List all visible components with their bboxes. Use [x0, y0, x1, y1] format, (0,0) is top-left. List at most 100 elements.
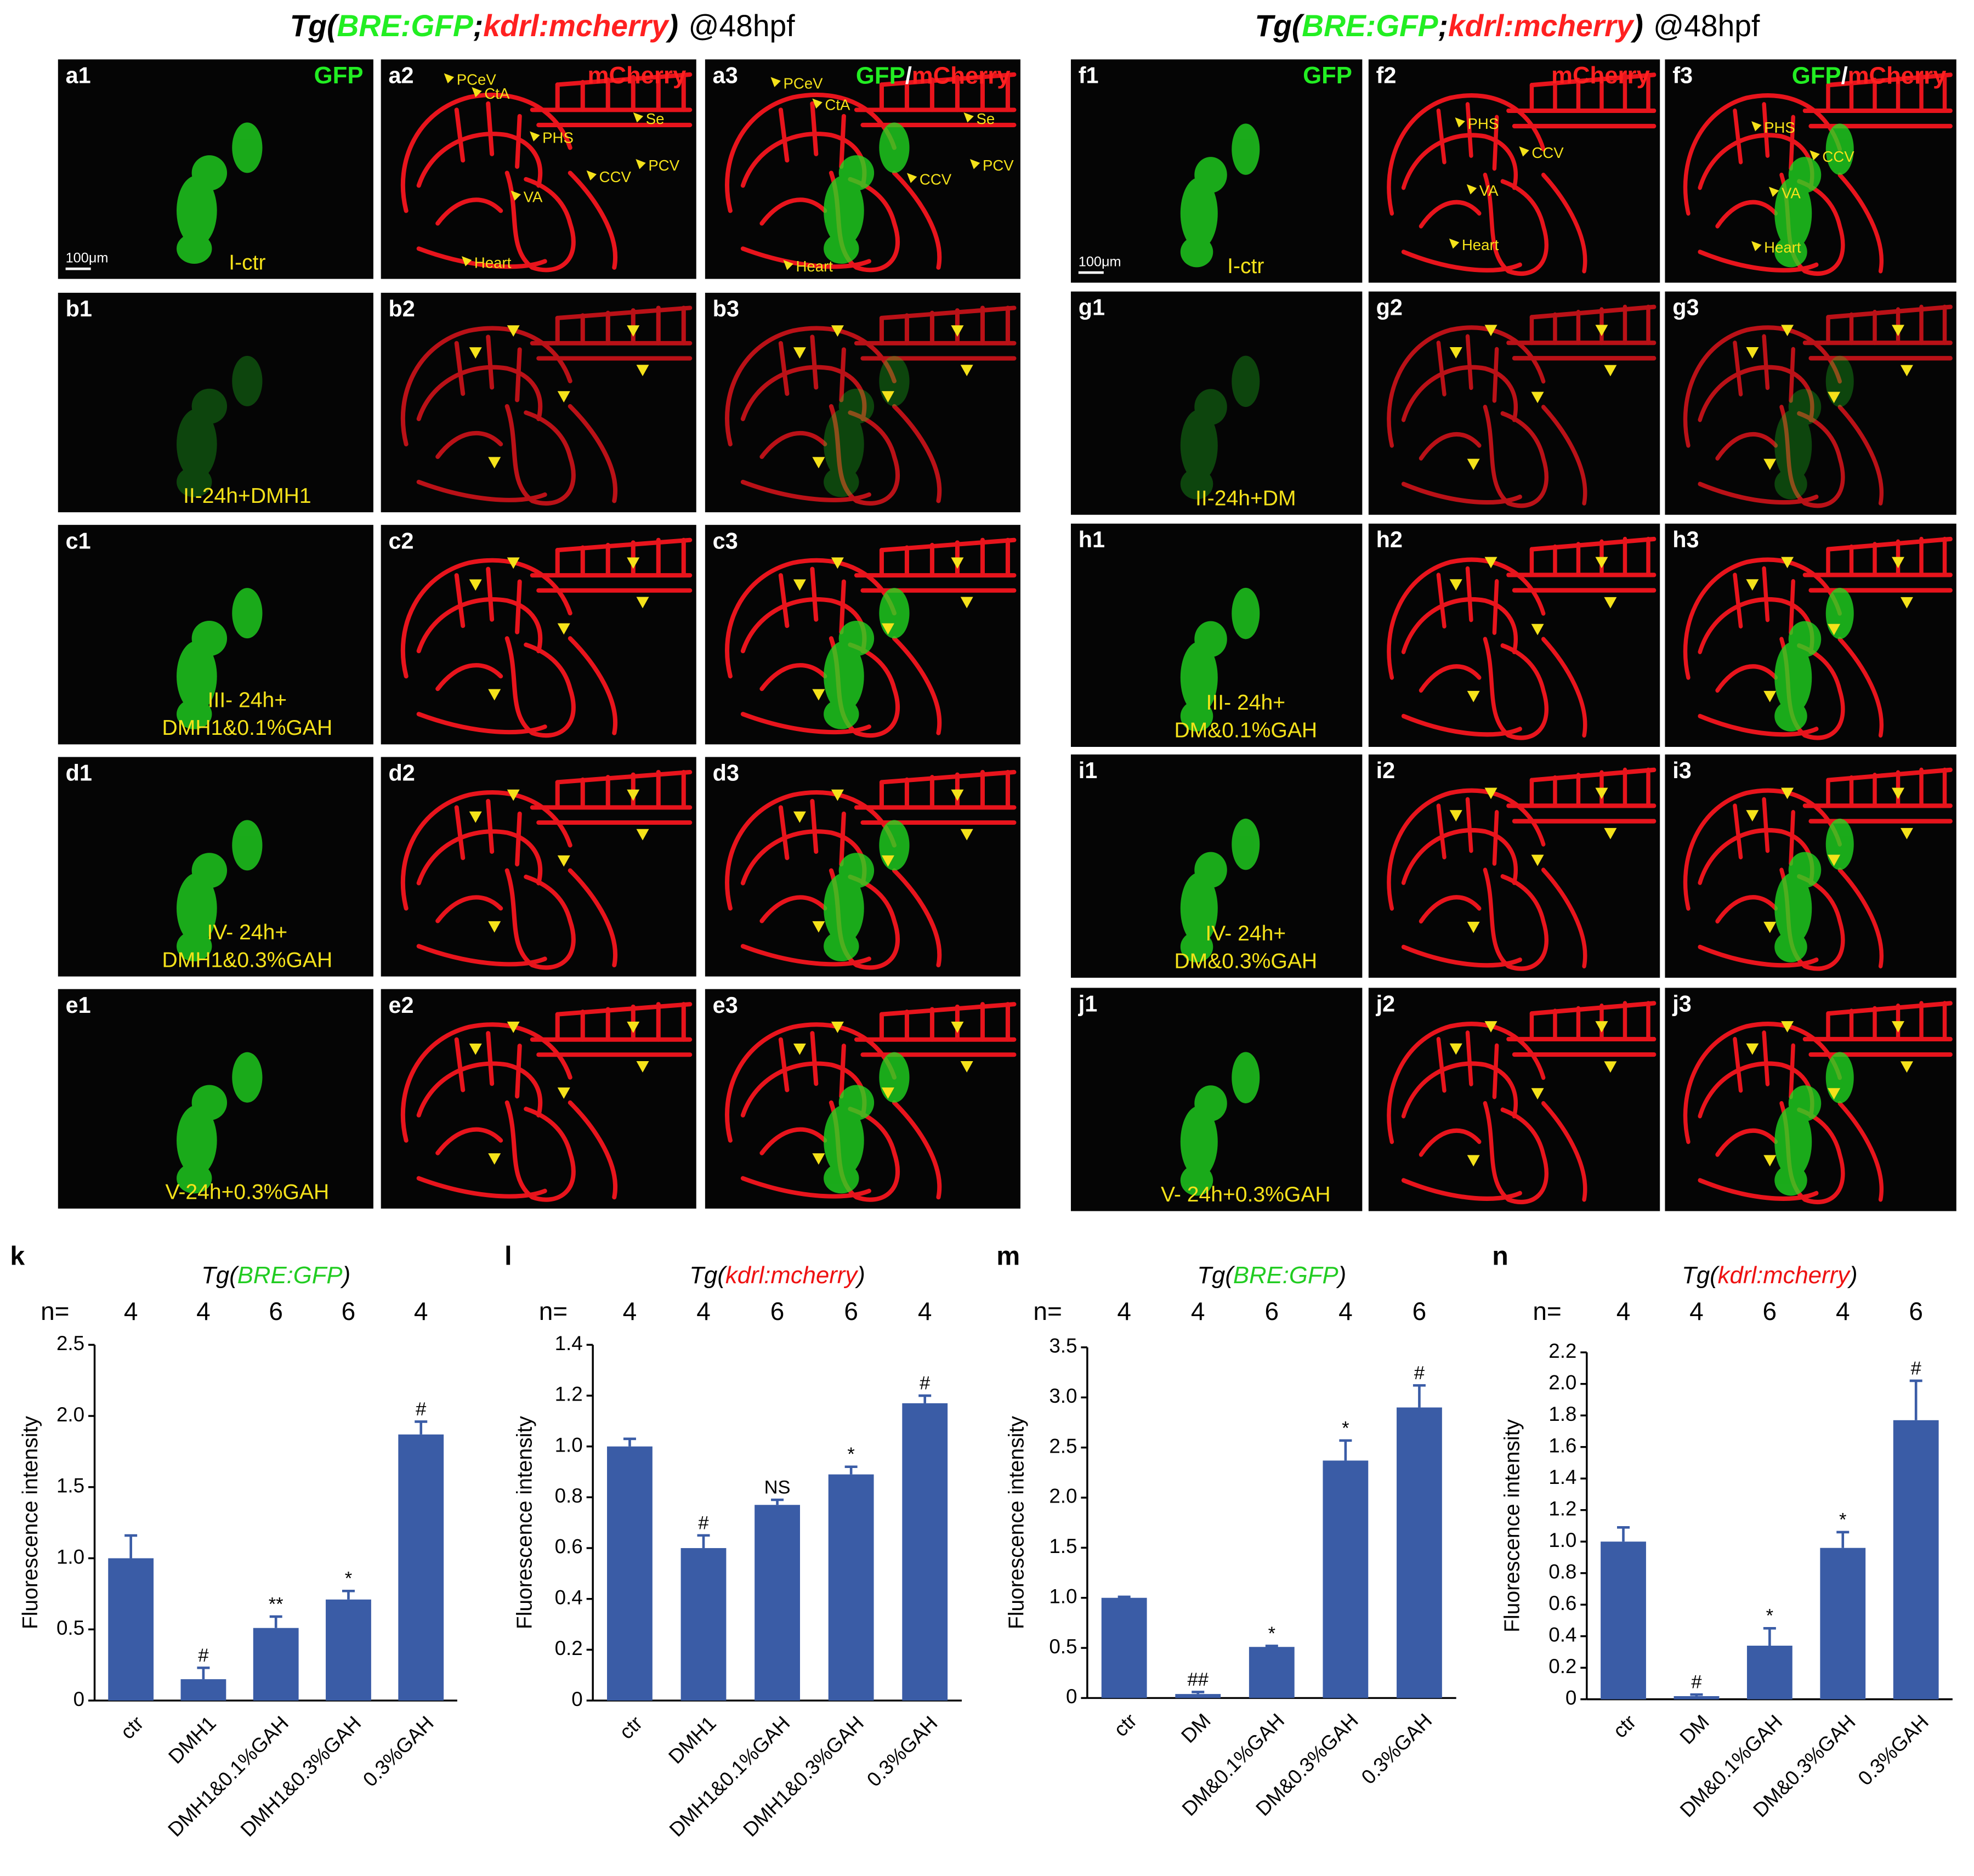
n-value: 6: [770, 1297, 785, 1325]
condition-label: I-ctr: [229, 251, 265, 274]
y-tick-label: 0.6: [1548, 1592, 1576, 1614]
arrowhead: [831, 557, 844, 569]
arrowhead: [557, 855, 570, 867]
y-tick-label: 1.0: [56, 1545, 84, 1568]
arrowhead: [488, 921, 501, 933]
x-tick-label: DMH1&0.3%GAH: [236, 1711, 366, 1841]
panel-id: h3: [1672, 527, 1699, 552]
arrowhead: [793, 579, 806, 591]
anatomy-label: Se: [646, 110, 665, 127]
n-value: 6: [1909, 1297, 1923, 1325]
arrowhead: [1746, 810, 1759, 821]
arrowhead: [1892, 557, 1905, 569]
x-tick-label: DM: [1177, 1709, 1215, 1747]
arrowhead: [557, 391, 570, 403]
arrowhead: [1746, 579, 1759, 591]
anatomy-label: Heart: [1462, 236, 1499, 253]
y-tick-label: 0: [1066, 1685, 1077, 1708]
arrowhead: [960, 829, 973, 841]
arrowhead: [1781, 787, 1794, 800]
title-part: @48hpf: [1653, 8, 1760, 42]
arrowhead: [1449, 579, 1462, 591]
panel-id: d2: [388, 761, 415, 786]
channel-part: GFP: [1792, 62, 1841, 89]
arrowhead: [951, 789, 964, 801]
y-tick-label: 3.5: [1049, 1335, 1077, 1357]
arrowhead: [1828, 624, 1841, 636]
panel-id: f3: [1672, 63, 1693, 88]
arrowhead: [627, 1022, 640, 1033]
condition-label: I-ctr: [1227, 254, 1264, 278]
y-tick-label: 0.5: [1049, 1635, 1077, 1658]
anatomy-label: Heart: [474, 254, 512, 271]
arrowhead: [636, 829, 649, 841]
arrowhead: [963, 112, 974, 123]
arrowhead: [881, 855, 894, 867]
panel-id: b2: [388, 296, 415, 321]
arrowhead: [960, 597, 973, 609]
anatomy-label: PHS: [1468, 115, 1499, 132]
significance: #: [698, 1512, 709, 1533]
bar: [828, 1474, 874, 1701]
arrowhead: [1531, 1088, 1544, 1099]
condition-label: III- 24h+: [1206, 691, 1286, 715]
title-part: ;: [473, 8, 483, 42]
title-part: ): [340, 1262, 351, 1289]
significance: ##: [1188, 1669, 1209, 1690]
arrowhead: [510, 190, 521, 201]
arrowhead: [633, 112, 644, 123]
arrowhead: [960, 1061, 973, 1073]
arrowhead: [488, 689, 501, 701]
arrowhead: [1892, 787, 1905, 800]
arrowhead: [1467, 690, 1480, 702]
arrowhead: [627, 557, 640, 569]
condition-label: II-24h+DMH1: [183, 484, 311, 508]
anatomy-label: Se: [976, 110, 995, 127]
n-value: 6: [1265, 1297, 1279, 1325]
y-tick-label: 2.0: [1049, 1485, 1077, 1507]
bar: [108, 1558, 154, 1701]
anatomy-label: Heart: [1764, 239, 1801, 256]
title-part: ): [666, 8, 678, 42]
y-tick-label: 0: [1565, 1686, 1576, 1709]
n-value: 6: [269, 1297, 283, 1325]
n-label: n=: [1533, 1297, 1561, 1325]
n-label: n=: [41, 1297, 69, 1325]
arrowhead: [951, 557, 964, 569]
anatomy-label: CtA: [484, 85, 510, 102]
title-part: BRE:GFP: [1302, 8, 1438, 42]
n-value: 4: [1191, 1297, 1205, 1325]
x-tick-label: 0.3%GAH: [1853, 1710, 1933, 1790]
arrowhead: [1900, 365, 1913, 377]
arrowhead: [469, 1044, 482, 1055]
significance: #: [1911, 1358, 1922, 1379]
scale-bar-label: 100μm: [66, 250, 109, 265]
title-part: ;: [1438, 8, 1448, 42]
x-tick-label: ctr: [1109, 1709, 1141, 1741]
arrowhead: [812, 921, 825, 933]
panel-letter: l: [504, 1241, 512, 1271]
chart-title: Tg(BRE:GFP): [1197, 1262, 1346, 1289]
panel-id: a1: [66, 63, 91, 88]
panel-id: c1: [66, 528, 91, 553]
significance: #: [1691, 1672, 1702, 1693]
title-part: Tg(: [201, 1262, 240, 1289]
n-value: 4: [1689, 1297, 1704, 1325]
x-tick-label: ctr: [1609, 1710, 1641, 1742]
n-value: 6: [1413, 1297, 1427, 1325]
arrowhead: [1531, 392, 1544, 404]
panel-id: g3: [1672, 295, 1699, 320]
x-tick-label: 0.3%GAH: [863, 1711, 942, 1791]
arrowhead: [812, 1153, 825, 1165]
arrowhead: [1531, 854, 1544, 866]
anatomy-label: VA: [1479, 182, 1499, 199]
arrowhead: [881, 623, 894, 635]
channel-part: /: [1841, 62, 1848, 89]
title-part: Tg(: [290, 8, 340, 42]
condition-label: V- 24h+0.3%GAH: [1161, 1183, 1331, 1206]
bar: [1893, 1420, 1939, 1699]
significance: #: [198, 1645, 209, 1666]
arrowhead: [507, 789, 520, 801]
arrowhead: [627, 325, 640, 337]
y-axis-label: Fluorescence intensity: [513, 1416, 537, 1629]
